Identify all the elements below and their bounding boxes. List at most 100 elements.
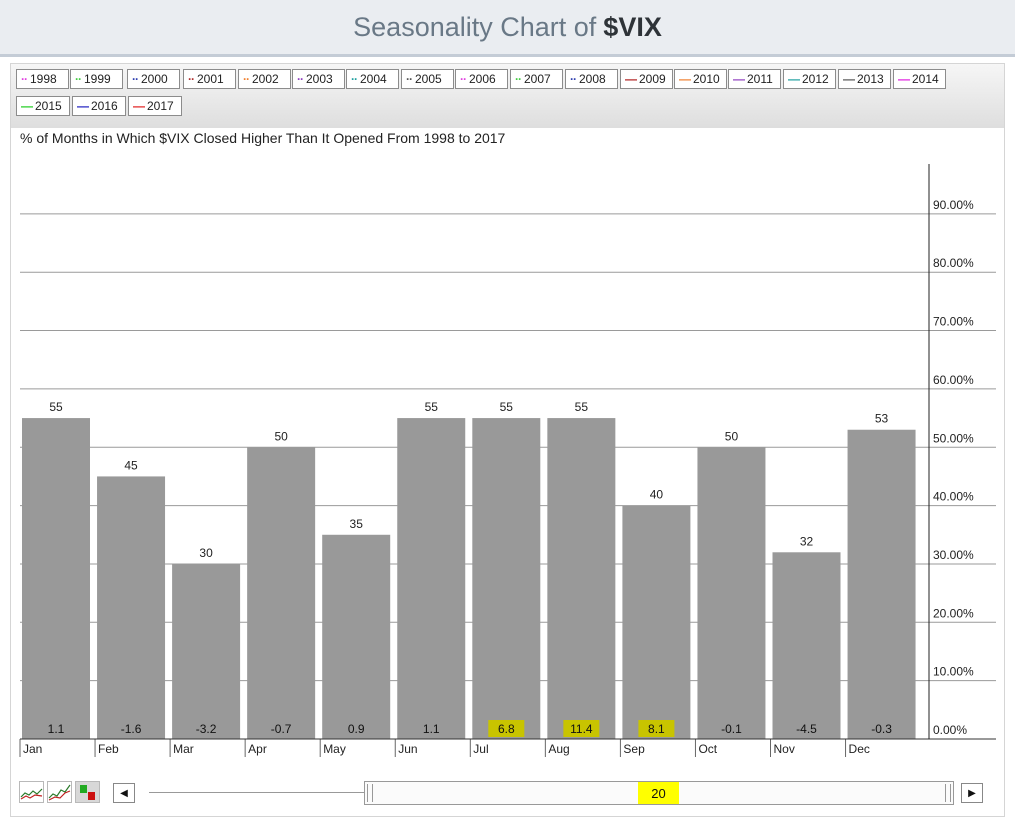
bar-value-label: 53 xyxy=(875,412,889,426)
scroll-left-button[interactable]: ◀ xyxy=(113,783,135,803)
bar-value-label: 35 xyxy=(350,517,364,531)
bar-bottom-label: -0.7 xyxy=(271,722,292,736)
legend-item-2017[interactable]: —2017 xyxy=(128,96,182,116)
legend-item-2009[interactable]: —2009 xyxy=(620,69,673,89)
line-chart-icon[interactable] xyxy=(19,781,44,803)
legend-swatch: — xyxy=(77,99,89,113)
x-tick-label: Mar xyxy=(173,742,194,756)
legend-item-2003[interactable]: ·· 2003 xyxy=(292,69,345,89)
bar-value-label: 50 xyxy=(725,429,739,443)
x-tick-label: Aug xyxy=(548,742,569,756)
x-tick-label: Sep xyxy=(623,742,645,756)
legend-swatch: — xyxy=(21,99,33,113)
y-tick-label: 90.00% xyxy=(933,198,974,212)
legend-swatch: ·· xyxy=(21,72,28,86)
bar-May xyxy=(322,534,391,739)
x-tick-label: Jun xyxy=(398,742,417,756)
bar-value-label: 55 xyxy=(575,400,589,414)
legend-item-2010[interactable]: —2010 xyxy=(674,69,727,89)
legend-swatch: — xyxy=(788,72,800,86)
legend-label: 2016 xyxy=(91,99,118,113)
bar-bottom-label: 1.1 xyxy=(48,722,65,736)
y-tick-label: 20.00% xyxy=(933,606,974,620)
bar-bottom-label: -3.2 xyxy=(196,722,217,736)
x-tick-label: May xyxy=(323,742,346,756)
y-tick-label: 80.00% xyxy=(933,256,974,270)
x-tick-label: Dec xyxy=(849,742,870,756)
legend-item-2014[interactable]: —2014 xyxy=(893,69,946,89)
y-tick-label: 30.00% xyxy=(933,548,974,562)
x-tick-label: Feb xyxy=(98,742,119,756)
legend-label: 1999 xyxy=(84,72,111,86)
performance-chart-icon[interactable] xyxy=(47,781,72,803)
bar-bottom-label: 6.8 xyxy=(498,722,515,736)
legend-item-2006[interactable]: ·· 2006 xyxy=(455,69,508,89)
bar-value-label: 55 xyxy=(49,400,63,414)
legend-item-2001[interactable]: ·· 2001 xyxy=(183,69,236,89)
bottom-label-highlight xyxy=(488,720,525,737)
slider-left-grip[interactable] xyxy=(367,784,373,802)
seasonality-bar-chart: 0.00% 10.00% 20.00% 30.00% 40.00% 50.00% 60.00… xyxy=(19,164,996,757)
legend-label: 2002 xyxy=(252,72,279,86)
legend-swatch: ·· xyxy=(75,72,82,86)
page-title-symbol: $VIX xyxy=(603,11,662,42)
y-tick-label: 10.00% xyxy=(933,665,974,679)
legend-label: 2000 xyxy=(141,72,168,86)
page-title-prefix: Seasonality Chart of xyxy=(353,11,597,42)
legend-item-2011[interactable]: —2011 xyxy=(728,69,781,89)
bar-Jun xyxy=(397,418,466,739)
legend-label: 2006 xyxy=(469,72,496,86)
x-tick-label: Oct xyxy=(698,742,717,756)
legend-item-2007[interactable]: ·· 2007 xyxy=(510,69,563,89)
y-tick-label: 50.00% xyxy=(933,431,974,445)
legend-swatch: ·· xyxy=(188,72,195,86)
legend-swatch: — xyxy=(733,72,745,86)
legend-item-2016[interactable]: —2016 xyxy=(72,96,126,116)
bottom-label-highlight xyxy=(563,720,600,737)
bar-bottom-label: -0.1 xyxy=(721,722,742,736)
legend: ·· 1998 ·· 1999 ·· 2000 ·· 2001 ·· 2002 ·· 2003 ·· 20… xyxy=(11,64,1004,128)
legend-label: 2012 xyxy=(802,72,829,86)
bar-value-label: 50 xyxy=(274,429,288,443)
slider-right-grip[interactable] xyxy=(945,784,951,802)
legend-swatch: — xyxy=(898,72,910,86)
legend-item-2004[interactable]: ·· 2004 xyxy=(346,69,399,89)
legend-item-2000[interactable]: ·· 2000 xyxy=(127,69,180,89)
bar-value-label: 40 xyxy=(650,488,664,502)
bar-bottom-label: -4.5 xyxy=(796,722,817,736)
bottom-label-highlight xyxy=(638,720,675,737)
bar-Oct xyxy=(697,447,766,739)
x-tick-label: Jul xyxy=(473,742,488,756)
legend-item-2002[interactable]: ·· 2002 xyxy=(238,69,291,89)
legend-item-2015[interactable]: —2015 xyxy=(16,96,70,116)
legend-item-1998[interactable]: ·· 1998 xyxy=(16,69,69,89)
chart-frame: ·· 1998 ·· 1999 ·· 2000 ·· 2001 ·· 2002 ·· 2003 ·· 20… xyxy=(10,63,1005,817)
bar-chart-icon[interactable] xyxy=(75,781,100,803)
y-tick-label: 70.00% xyxy=(933,315,974,329)
legend-label: 2001 xyxy=(197,72,224,86)
legend-swatch: — xyxy=(679,72,691,86)
bar-value-label: 32 xyxy=(800,534,814,548)
legend-swatch: ·· xyxy=(515,72,522,86)
bar-Aug xyxy=(547,418,616,739)
legend-item-2005[interactable]: ·· 2005 xyxy=(401,69,454,89)
bar-Jul xyxy=(472,418,541,739)
legend-label: 2017 xyxy=(147,99,174,113)
years-range-slider[interactable]: 20 xyxy=(364,781,954,805)
bar-bottom-label: 8.1 xyxy=(648,722,665,736)
legend-swatch: — xyxy=(133,99,145,113)
years-value: 20 xyxy=(638,782,679,804)
bar-bottom-label: 1.1 xyxy=(423,722,440,736)
legend-item-1999[interactable]: ·· 1999 xyxy=(70,69,123,89)
legend-item-2013[interactable]: —2013 xyxy=(838,69,891,89)
legend-item-2012[interactable]: —2012 xyxy=(783,69,836,89)
legend-item-2008[interactable]: ·· 2008 xyxy=(565,69,618,89)
legend-label: 2005 xyxy=(415,72,442,86)
bar-Dec xyxy=(847,429,916,739)
legend-swatch: — xyxy=(843,72,855,86)
bar-Apr xyxy=(247,447,316,739)
scroll-right-button[interactable]: ▶ xyxy=(961,783,983,803)
legend-label: 2015 xyxy=(35,99,62,113)
legend-swatch: ·· xyxy=(570,72,577,86)
legend-swatch: ·· xyxy=(243,72,250,86)
